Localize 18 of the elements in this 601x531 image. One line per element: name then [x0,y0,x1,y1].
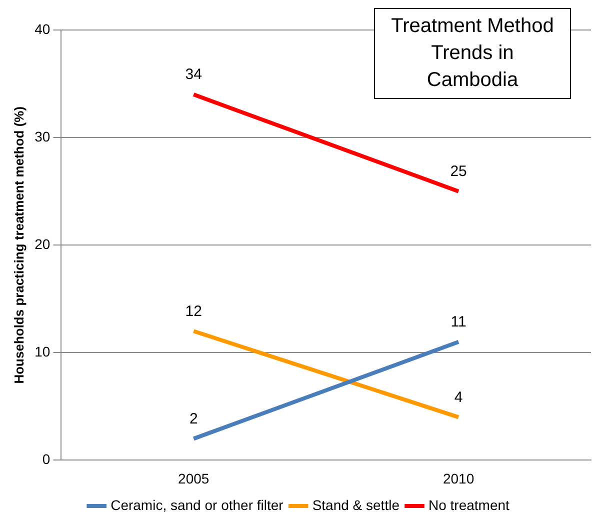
data-label: 11 [450,314,466,331]
y-tick-label: 30 [34,128,50,144]
legend-label: Ceramic, sand or other filter [110,496,284,513]
y-tick-label: 40 [34,20,50,37]
data-label: 25 [450,162,467,180]
data-label: 12 [185,302,202,320]
legend-label: Stand & settle [312,496,400,513]
y-axis-title: Households practicing treatment method (%) [11,106,26,384]
y-tick-label: 10 [34,344,50,360]
data-label: 34 [185,66,202,84]
y-tick-label: 20 [34,236,50,252]
x-tick-label: 2005 [178,470,210,486]
legend-label: No treatment [428,496,510,513]
data-label: 2 [189,410,198,428]
text: Treatment Method Trends in Cambodia [374,8,571,99]
data-label: 4 [454,388,463,406]
y-tick-label: 0 [42,451,50,468]
x-tick-label: 2010 [442,470,474,486]
